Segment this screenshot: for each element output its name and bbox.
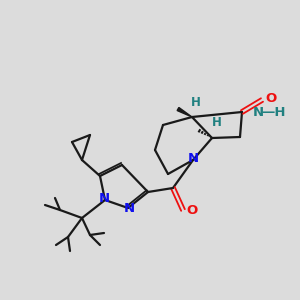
Text: H: H [191, 97, 201, 110]
Text: N: N [123, 202, 135, 215]
Text: O: O [265, 92, 276, 104]
Polygon shape [177, 107, 192, 117]
Text: H: H [212, 116, 222, 130]
Text: N: N [98, 193, 110, 206]
Text: O: O [186, 203, 197, 217]
Text: N: N [188, 152, 199, 166]
Text: N: N [253, 106, 264, 118]
Text: —H: —H [261, 106, 286, 118]
